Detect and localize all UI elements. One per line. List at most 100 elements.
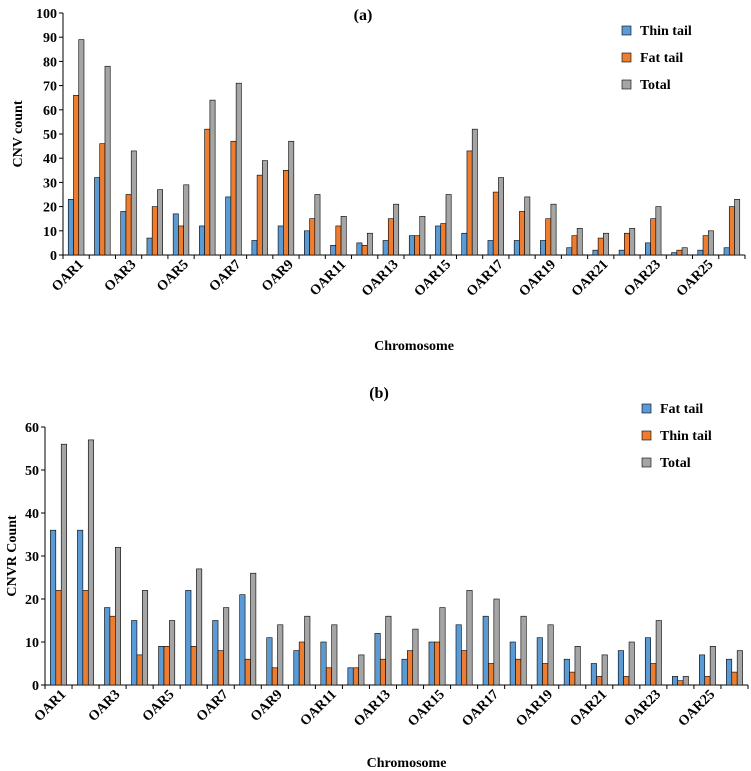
bar-total <box>547 624 554 686</box>
bar-total <box>493 598 500 686</box>
x-tick-label: OAR11 <box>298 687 340 729</box>
y-tick-label: 10 <box>25 636 39 651</box>
bar-fat-tail <box>597 237 604 256</box>
bar-total <box>439 607 446 686</box>
bar-fat-tail <box>204 128 211 256</box>
bar-thin-tail <box>217 650 224 686</box>
bar-fat-tail <box>256 174 263 256</box>
bar-total <box>574 645 581 686</box>
x-tick-label: OAR19 <box>514 687 557 730</box>
bar-fat-tail <box>361 245 368 256</box>
bar-thin-tail <box>251 240 258 256</box>
bar-total <box>419 215 426 256</box>
bar-thin-tail <box>461 650 468 686</box>
legend-swatch <box>641 403 652 414</box>
bar-total <box>87 439 94 686</box>
x-axis-label: Chromosome <box>367 756 447 771</box>
y-tick-label: 0 <box>50 249 57 264</box>
bar-total <box>601 654 608 686</box>
bar-fat-tail <box>624 232 630 256</box>
y-tick-label: 40 <box>25 507 39 522</box>
bar-thin-tail <box>407 650 414 686</box>
chart-a: (a) 0 10 20 30 40 50 60 70 80 90 100 CNV count Chromo… <box>11 7 746 354</box>
bar-thin-tail <box>569 671 576 686</box>
bar-fat-tail <box>266 637 273 686</box>
bar-fat-tail <box>335 225 342 256</box>
bar-total <box>366 232 373 256</box>
bar-fat-tail <box>414 235 421 256</box>
bar-fat-tail <box>519 211 525 256</box>
bar-fat-tail <box>374 633 381 686</box>
bar-thin-tail <box>352 667 359 686</box>
bar-total <box>142 590 149 686</box>
bar-total <box>277 624 284 686</box>
bar-fat-tail <box>387 218 394 256</box>
bar-thin-tail <box>697 249 704 256</box>
bar-thin-tail <box>408 235 415 256</box>
bar-fat-tail <box>440 223 447 256</box>
bar-total <box>682 676 689 686</box>
bar-fat-tail <box>644 637 651 686</box>
bar-total <box>709 645 716 686</box>
bar-thin-tail <box>645 242 651 256</box>
bar-fat-tail <box>50 529 57 686</box>
bar-total <box>235 82 242 256</box>
bar-fat-tail <box>125 194 132 256</box>
bar-thin-tail <box>671 252 678 256</box>
bar-total <box>734 199 741 256</box>
bar-total <box>629 228 636 256</box>
bar-total <box>520 615 527 686</box>
bar-thin-tail <box>592 249 599 256</box>
bar-total <box>498 177 504 256</box>
legend-swatch <box>641 430 652 441</box>
bar-total <box>524 196 531 256</box>
bar-fat-tail <box>617 650 624 686</box>
bar-thin-tail <box>623 676 630 686</box>
legend-swatch <box>621 25 632 36</box>
bar-total <box>576 228 583 256</box>
y-tick-label: 10 <box>43 225 57 240</box>
x-tick-label: OAR23 <box>622 687 665 730</box>
bar-total <box>78 39 85 256</box>
y-tick-label: 0 <box>32 679 39 694</box>
bar-total <box>130 150 137 256</box>
legend-swatch <box>641 457 652 468</box>
x-tick-label: OAR11 <box>307 257 349 299</box>
x-tick-label: OAR21 <box>568 687 611 730</box>
bar-total <box>60 443 67 686</box>
bar-thin-tail <box>163 645 170 686</box>
bar-thin-tail <box>244 658 251 686</box>
bar-total <box>183 184 190 256</box>
bar-fat-tail <box>99 143 106 256</box>
bar-thin-tail <box>382 240 389 256</box>
legend-swatch <box>621 52 632 63</box>
x-tick-label: OAR5 <box>154 257 192 295</box>
x-tick-label: OAR7 <box>194 687 232 725</box>
bar-total <box>340 215 347 256</box>
legend-label: Thin tail <box>640 24 692 39</box>
bar-total <box>157 189 163 256</box>
bar-thin-tail <box>225 196 232 256</box>
legend-label: Total <box>660 456 691 471</box>
bar-thin-tail <box>434 641 441 686</box>
bar-thin-tail <box>271 667 278 686</box>
chart-title: (b) <box>369 385 389 402</box>
y-tick-label: 80 <box>43 55 57 70</box>
bar-total <box>471 128 478 256</box>
bar-fat-tail <box>293 650 300 686</box>
bar-total <box>209 99 216 256</box>
bar-fat-tail <box>158 645 165 686</box>
bar-fat-tail <box>571 235 578 256</box>
bar-fat-tail <box>455 624 462 686</box>
bar-total <box>304 615 311 686</box>
bar-total <box>628 641 635 686</box>
bar-total <box>681 247 688 256</box>
bar-thin-tail <box>487 240 494 256</box>
legend-label: Total <box>640 78 671 93</box>
bar-thin-tail <box>325 667 332 686</box>
bar-fat-tail <box>283 170 289 256</box>
bar-thin-tail <box>540 240 546 256</box>
x-tick-label: OAR9 <box>259 257 297 295</box>
